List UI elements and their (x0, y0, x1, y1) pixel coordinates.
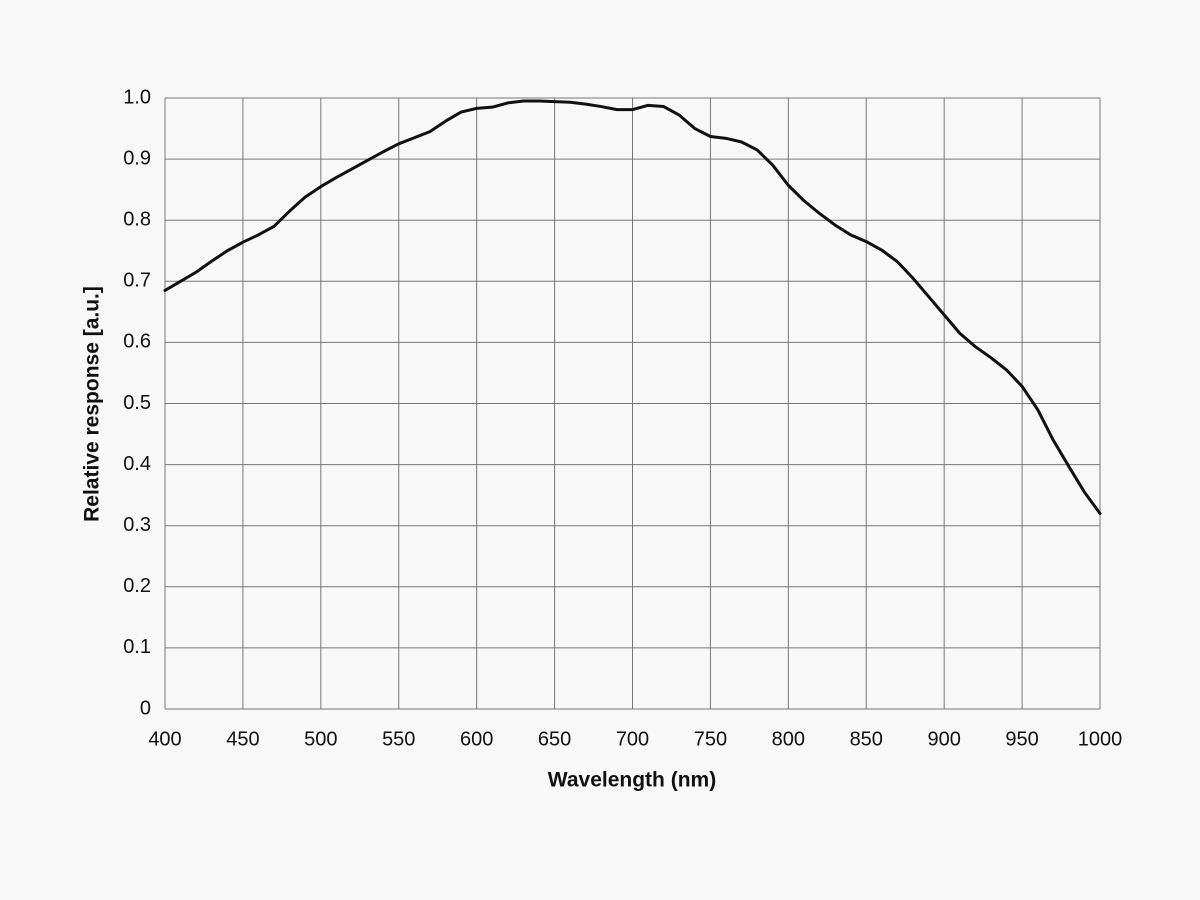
x-tick-label: 1000 (1078, 728, 1123, 750)
x-tick-label: 450 (226, 728, 259, 750)
x-tick-label: 550 (382, 728, 415, 750)
x-tick-label: 950 (1005, 728, 1038, 750)
x-tick-label: 600 (460, 728, 493, 750)
x-tick-label: 800 (772, 728, 805, 750)
y-tick-label: 0.8 (123, 208, 151, 230)
y-tick-label: 0.6 (123, 331, 151, 353)
x-tick-label: 900 (927, 728, 960, 750)
y-tick-label: 0 (140, 697, 151, 719)
data-line (163, 99, 1102, 515)
x-tick-label: 700 (616, 728, 649, 750)
x-axis-title: Wavelength (nm) (548, 769, 716, 792)
y-tick-label: 0.7 (123, 270, 151, 292)
y-tick-label: 0.3 (123, 514, 151, 536)
y-tick-label: 0.5 (123, 392, 151, 414)
x-tick-label: 750 (694, 728, 727, 750)
y-tick-label: 0.4 (123, 453, 151, 475)
y-tick-label: 0.2 (123, 575, 151, 597)
y-tick-label: 1.0 (123, 86, 151, 108)
x-tick-label: 850 (850, 728, 883, 750)
x-tick-label: 400 (148, 728, 181, 750)
y-tick-label: 0.9 (123, 147, 151, 169)
x-tick-label: 650 (538, 728, 571, 750)
x-tick-label: 500 (304, 728, 337, 750)
y-axis-title: Relative response [a.u.] (81, 286, 104, 522)
y-tick-label: 0.1 (123, 636, 151, 658)
